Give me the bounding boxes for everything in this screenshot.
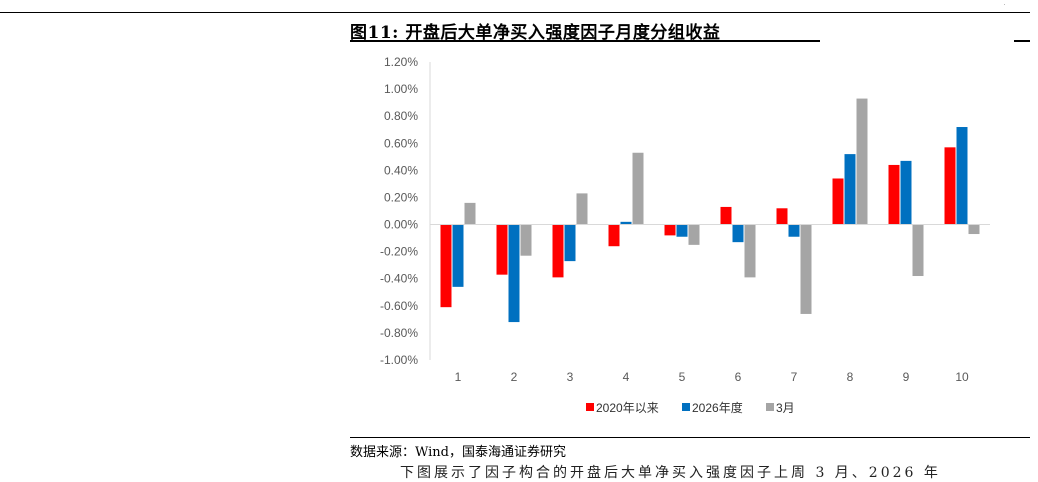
y-tick-label: 0.00% <box>384 218 418 232</box>
legend-swatch <box>682 403 690 411</box>
x-tick-label: 9 <box>903 370 910 384</box>
y-tick-label: -0.80% <box>380 326 418 340</box>
y-tick-label: 0.20% <box>384 190 418 204</box>
y-tick-label: -0.40% <box>380 272 418 286</box>
bar-3-3 <box>576 193 588 225</box>
bar-1-4 <box>608 224 620 247</box>
y-tick-label: 1.20% <box>384 55 418 69</box>
y-tick-label: -1.00% <box>380 353 418 367</box>
x-tick-label: 1 <box>455 370 462 384</box>
figure-header: 图11: 开盘后大单净买入强度因子月度分组收益 <box>350 14 1030 43</box>
legend-swatch <box>766 403 774 411</box>
bar-1-1 <box>440 224 452 308</box>
bar-1-8 <box>832 178 844 225</box>
legend-label: 2026年度 <box>692 400 743 415</box>
legend-label: 3月 <box>776 401 795 415</box>
title-underline <box>350 40 820 42</box>
bar-3-9 <box>912 224 924 277</box>
bar-2-6 <box>732 224 744 243</box>
bar-1-6 <box>720 206 732 225</box>
x-axis: 1 2 3 4 5 6 7 8 9 10 <box>455 370 969 384</box>
source-note: 数据来源：Wind，国泰海通证券研究 <box>350 445 566 460</box>
top-mark <box>1004 4 1005 5</box>
bar-3-1 <box>464 202 476 225</box>
x-tick-label: 3 <box>567 370 574 384</box>
body-text-cutoff: 下图展示了因子构合的开盘后大单净买入强度因子上周 3 月、2026 年 <box>400 465 941 481</box>
x-tick-label: 5 <box>679 370 686 384</box>
y-tick-label: 0.40% <box>384 163 418 177</box>
legend: 2020年以来 2026年度 3月 <box>586 400 795 415</box>
bar-1-3 <box>552 224 564 278</box>
top-rule <box>0 12 1030 13</box>
bar-2-9 <box>900 160 912 225</box>
bar-3-2 <box>520 224 532 256</box>
bar-chart: 1.20% 1.00% 0.80% 0.60% 0.40% 0.20% 0.00% -0.20… <box>380 55 990 415</box>
bars-group <box>430 98 990 323</box>
y-tick-label: 0.60% <box>384 136 418 150</box>
x-tick-label: 10 <box>955 370 969 384</box>
figure-title: 图11: 开盘后大单净买入强度因子月度分组收益 <box>350 23 721 43</box>
bar-1-7 <box>776 208 788 225</box>
y-tick-label: -0.20% <box>380 245 418 259</box>
bottom-rule <box>350 437 1030 438</box>
x-tick-label: 6 <box>735 370 742 384</box>
bar-3-4 <box>632 152 644 225</box>
legend-swatch <box>586 403 594 411</box>
bar-1-10 <box>944 147 956 225</box>
x-tick-label: 8 <box>847 370 854 384</box>
bar-2-5 <box>676 224 688 237</box>
x-tick-label: 4 <box>623 370 630 384</box>
y-tick-label: 0.80% <box>384 109 418 123</box>
header-dash <box>1014 40 1030 42</box>
bar-3-6 <box>744 224 756 278</box>
bar-1-2 <box>496 224 508 275</box>
bar-2-8 <box>844 154 856 225</box>
bar-2-2 <box>508 224 520 323</box>
bar-2-10 <box>956 127 968 225</box>
bar-3-8 <box>856 98 868 225</box>
bar-1-5 <box>664 224 676 236</box>
y-axis: 1.20% 1.00% 0.80% 0.60% 0.40% 0.20% 0.00% -0.20… <box>380 55 431 367</box>
legend-label: 2020年以来 <box>596 401 659 415</box>
bar-2-7 <box>788 224 800 237</box>
bar-2-3 <box>564 224 576 262</box>
bar-2-4 <box>620 221 632 225</box>
bar-3-7 <box>800 224 812 314</box>
x-tick-label: 7 <box>791 370 798 384</box>
y-tick-label: 1.00% <box>384 82 418 96</box>
bar-3-5 <box>688 224 700 245</box>
bar-3-10 <box>968 224 980 235</box>
bar-2-1 <box>452 224 464 287</box>
y-tick-label: -0.60% <box>380 299 418 313</box>
x-tick-label: 2 <box>511 370 518 384</box>
bar-1-9 <box>888 164 900 225</box>
